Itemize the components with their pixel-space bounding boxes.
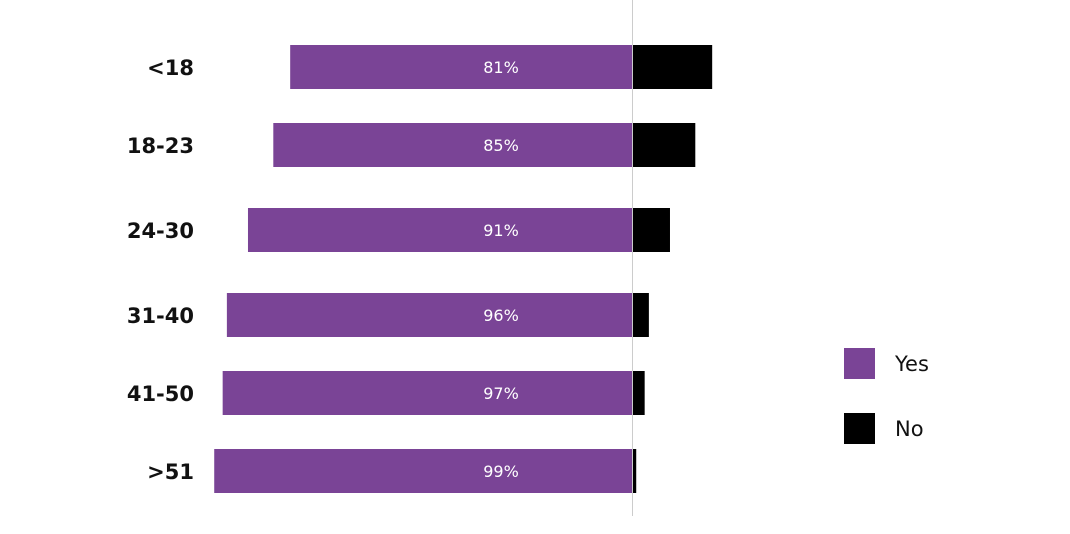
yes-bar: [214, 449, 632, 493]
yes-value-label: 81%: [483, 58, 519, 77]
no-bar: [632, 45, 713, 89]
category-label: <18: [147, 56, 194, 80]
yes-value-label: 96%: [483, 306, 519, 325]
bar-row: <18 81%: [147, 45, 713, 89]
yes-value-label: 97%: [483, 384, 519, 403]
yes-value-label: 99%: [483, 462, 519, 481]
yes-value-label: 85%: [483, 136, 519, 155]
yes-bar: [247, 208, 633, 252]
legend: Yes No: [844, 348, 929, 444]
no-bar: [632, 371, 645, 415]
bar-row: 41-50 97%: [127, 371, 645, 415]
yes-bar: [290, 45, 632, 89]
category-label: >51: [147, 460, 194, 484]
bar-row: 18-23 85%: [127, 123, 696, 167]
yes-value-label: 91%: [483, 221, 519, 240]
no-bar: [632, 293, 649, 337]
no-bar: [632, 449, 637, 493]
bar-row: >51 99%: [147, 449, 637, 493]
bar-row: 24-30 91%: [127, 208, 670, 252]
yes-bar: [226, 293, 632, 337]
legend-swatch-no: [844, 413, 875, 444]
yes-bar: [222, 371, 632, 415]
category-label: 31-40: [127, 304, 194, 328]
legend-label-no: No: [895, 417, 924, 441]
no-bar: [632, 123, 696, 167]
category-label: 41-50: [127, 382, 194, 406]
legend-label-yes: Yes: [894, 352, 929, 376]
category-label: 24-30: [127, 219, 194, 243]
legend-swatch-yes: [844, 348, 875, 379]
bar-row: 31-40 96%: [127, 293, 649, 337]
yes-bar: [273, 123, 632, 167]
category-label: 18-23: [127, 134, 194, 158]
no-bar: [632, 208, 670, 252]
